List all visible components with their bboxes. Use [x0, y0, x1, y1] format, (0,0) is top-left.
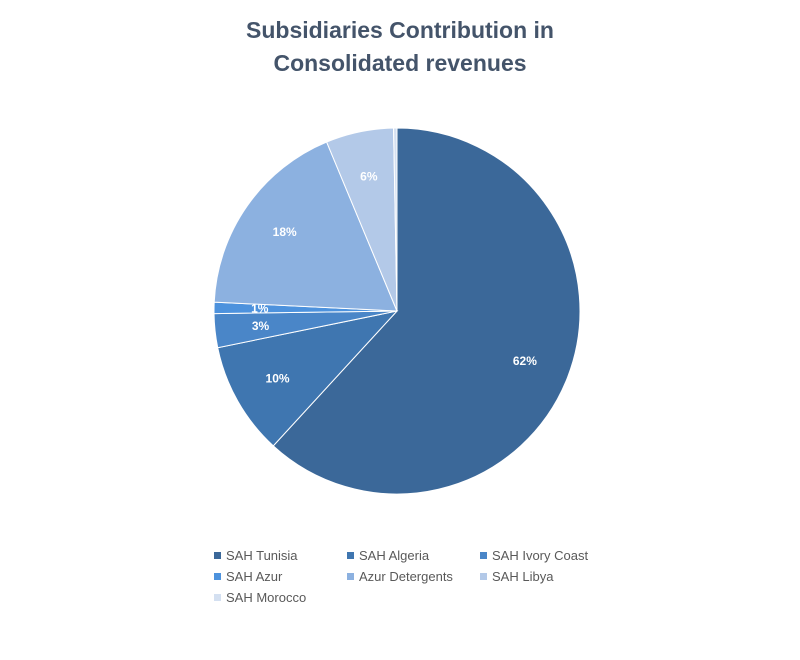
pie-slice-sah-tunisia — [272, 127, 581, 495]
chart-title: Subsidiaries Contribution in Consolidate… — [0, 14, 800, 80]
pie-slice-sah-morocco — [393, 127, 398, 312]
legend-item-azur-detergents: Azur Detergents — [347, 569, 453, 584]
data-label-sah-tunisia: 62% — [513, 354, 537, 368]
legend-swatch — [214, 552, 221, 559]
pie-slice-azur-detergents — [213, 141, 398, 312]
legend-item-sah-azur: SAH Azur — [214, 569, 282, 584]
legend-label: Azur Detergents — [359, 569, 453, 584]
legend-label: SAH Morocco — [226, 590, 307, 605]
legend-swatch — [347, 573, 354, 580]
chart-title-line-2: Consolidated revenues — [273, 50, 527, 76]
pie-slice-sah-algeria — [217, 310, 399, 447]
data-label-sah-azur: 1% — [251, 302, 269, 316]
legend-swatch — [480, 552, 487, 559]
data-label-azur-detergents: 18% — [273, 225, 297, 239]
data-label-sah-libya: 6% — [360, 170, 378, 184]
legend-label: SAH Ivory Coast — [492, 548, 589, 563]
data-label-sah-ivory-coast: 3% — [252, 319, 270, 333]
legend-item-sah-tunisia: SAH Tunisia — [214, 548, 298, 563]
legend-item-sah-algeria: SAH Algeria — [347, 548, 429, 563]
legend-swatch — [214, 573, 221, 580]
legend-label: SAH Tunisia — [226, 548, 298, 563]
legend-label: SAH Libya — [492, 569, 554, 584]
legend-swatch — [214, 594, 221, 601]
legend-label: SAH Azur — [226, 569, 283, 584]
legend-label: SAH Algeria — [359, 548, 430, 563]
legend-item-sah-ivory-coast: SAH Ivory Coast — [480, 548, 588, 563]
chart-title-line-1: Subsidiaries Contribution in — [246, 17, 554, 43]
legend-swatch — [347, 552, 354, 559]
legend-item-sah-libya: SAH Libya — [480, 569, 553, 584]
legend-item-sah-morocco: SAH Morocco — [214, 590, 306, 605]
legend-swatch — [480, 573, 487, 580]
data-label-sah-algeria: 10% — [266, 372, 290, 386]
